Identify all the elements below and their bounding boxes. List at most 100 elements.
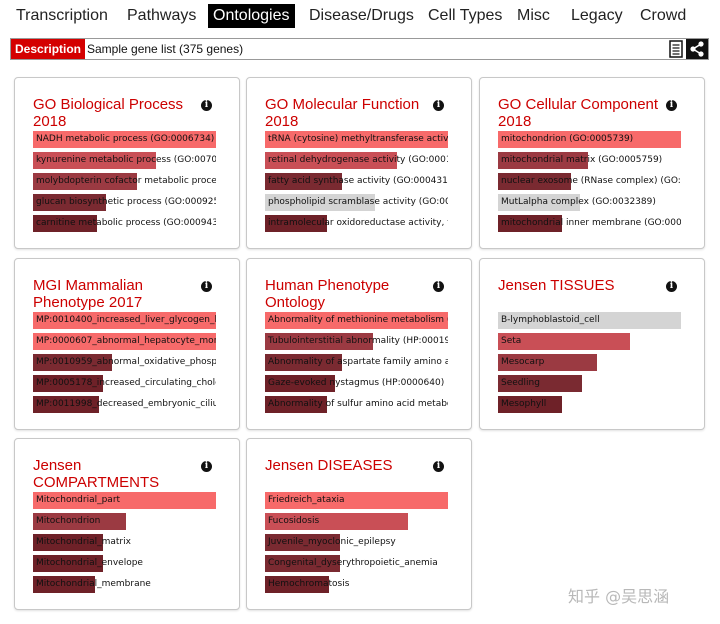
bar-fill (33, 173, 137, 190)
result-bar[interactable]: MP:0005178_increased_circulating_cholest… (33, 375, 216, 392)
term-label: retinal dehydrogenase activity (GO:00017… (268, 155, 448, 165)
term-label: MP:0011998_decreased_embryonic_cilium_l (36, 399, 216, 409)
term-label: Abnormality of methionine metabolism (HP… (268, 315, 448, 325)
library-title[interactable]: Jensen TISSUES (498, 277, 615, 294)
term-label: Abnormality of aspartate family amino ac… (268, 357, 448, 367)
term-label: mitochondrial matrix (GO:0005759) (501, 155, 663, 165)
term-label: nuclear exosome (RNase complex) (GO:0000 (501, 176, 681, 186)
nav-item-legacy[interactable]: Legacy (571, 7, 623, 24)
bar-fill (498, 333, 630, 350)
library-title[interactable]: GO Biological Process 2018 (33, 96, 184, 130)
library-title[interactable]: Jensen DISEASES (265, 457, 393, 474)
info-icon[interactable]: i (433, 461, 444, 472)
bar-fill (33, 312, 216, 329)
bar-fill (265, 131, 448, 148)
result-bar[interactable]: Mitochondrial_membrane (33, 576, 216, 593)
nav-item-cell-types[interactable]: Cell Types (428, 7, 503, 24)
term-label: MutLalpha complex (GO:0032389) (501, 197, 656, 207)
result-bar[interactable]: Friedreich_ataxia (265, 492, 448, 509)
result-bar[interactable]: Mitochondrial_envelope (33, 555, 216, 572)
nav-item-disease-drugs[interactable]: Disease/Drugs (309, 7, 414, 24)
enrichment-card-7: Jensen DISEASES i Friedreich_ataxia Fucos… (246, 438, 472, 610)
bar-fill (265, 492, 448, 509)
nav-item-transcription[interactable]: Transcription (16, 7, 108, 24)
term-label: Mitochondrial_matrix (36, 537, 131, 547)
result-bar[interactable]: MP:0010400_increased_liver_glycogen_leve… (33, 312, 216, 329)
term-label: Tubulointerstitial abnormality (HP:00019… (268, 336, 448, 346)
result-bar[interactable]: nuclear exosome (RNase complex) (GO:0000 (498, 173, 681, 190)
result-bar[interactable]: kynurenine metabolic process (GO:0070189… (33, 152, 216, 169)
result-bar[interactable]: Gaze-evoked nystagmus (HP:0000640) (265, 375, 448, 392)
result-bar[interactable]: Juvenile_myoclonic_epilepsy (265, 534, 448, 551)
bar-fill (498, 312, 681, 329)
result-bar[interactable]: intramolecular oxidoreductase activity, … (265, 215, 448, 232)
bar-fill (265, 333, 373, 350)
enrichment-card-4: Human Phenotype Ontology i Abnormality o… (246, 258, 472, 430)
document-icon[interactable] (668, 40, 684, 58)
info-icon[interactable]: i (666, 281, 677, 292)
library-title[interactable]: GO Cellular Component 2018 (498, 96, 659, 130)
result-bar[interactable]: fatty acid synthase activity (GO:0004312… (265, 173, 448, 190)
result-bar[interactable]: glucan biosynthetic process (GO:0009250) (33, 194, 216, 211)
bar-fill (33, 396, 99, 413)
result-bar[interactable]: MP:0011998_decreased_embryonic_cilium_l (33, 396, 216, 413)
result-bar[interactable]: Tubulointerstitial abnormality (HP:00019… (265, 333, 448, 350)
result-bar[interactable]: mitochondrion (GO:0005739) (498, 131, 681, 148)
result-bar[interactable]: Abnormality of methionine metabolism (HP… (265, 312, 448, 329)
result-bar[interactable]: carnitine metabolic process (GO:0009437) (33, 215, 216, 232)
term-label: Abnormality of sulfur amino acid metabol… (268, 399, 448, 409)
result-bar[interactable]: retinal dehydrogenase activity (GO:00017… (265, 152, 448, 169)
result-bar[interactable]: NADH metabolic process (GO:0006734) (33, 131, 216, 148)
term-label: Mitochondrion (36, 516, 101, 526)
bar-fill (33, 576, 95, 593)
result-bar[interactable]: Mesocarp (498, 354, 681, 371)
result-bar[interactable]: MP:0010959_abnormal_oxidative_phosphor (33, 354, 216, 371)
result-bar[interactable]: molybdopterin cofactor metabolic process… (33, 173, 216, 190)
term-label: NADH metabolic process (GO:0006734) (36, 134, 215, 144)
result-bar[interactable]: Abnormality of aspartate family amino ac… (265, 354, 448, 371)
nav-item-ontologies[interactable]: Ontologies (208, 4, 295, 28)
bar-fill (33, 215, 97, 232)
result-bar[interactable]: MP:0000607_abnormal_hepatocyte_morpho (33, 333, 216, 350)
library-title[interactable]: GO Molecular Function 2018 (265, 96, 420, 130)
bar-fill (265, 555, 340, 572)
result-bar[interactable]: B-lymphoblastoid_cell (498, 312, 681, 329)
bar-fill (33, 375, 103, 392)
result-bar[interactable]: Congenital_dyserythropoietic_anemia (265, 555, 448, 572)
result-bar[interactable]: mitochondrial inner membrane (GO:000574 (498, 215, 681, 232)
result-bar[interactable]: Abnormality of sulfur amino acid metabol… (265, 396, 448, 413)
info-icon[interactable]: i (666, 100, 677, 111)
share-icon[interactable] (686, 39, 708, 59)
info-icon[interactable]: i (433, 100, 444, 111)
nav-item-pathways[interactable]: Pathways (127, 7, 197, 24)
enrichment-card-6: Jensen COMPARTMENTS i Mitochondrial_part… (14, 438, 240, 610)
result-bar[interactable]: Mesophyll (498, 396, 681, 413)
bar-fill (498, 375, 582, 392)
result-bar[interactable]: Mitochondrion (33, 513, 216, 530)
bar-fill (265, 576, 329, 593)
term-label: phospholipid scramblase activity (GO:001… (268, 197, 448, 207)
bar-fill (265, 354, 342, 371)
term-label: glucan biosynthetic process (GO:0009250) (36, 197, 216, 207)
info-icon[interactable]: i (433, 281, 444, 292)
info-icon[interactable]: i (201, 281, 212, 292)
result-bar[interactable]: Seedling (498, 375, 681, 392)
info-icon[interactable]: i (201, 461, 212, 472)
library-title[interactable]: Jensen COMPARTMENTS (33, 457, 160, 491)
result-bar[interactable]: mitochondrial matrix (GO:0005759) (498, 152, 681, 169)
result-bar[interactable]: phospholipid scramblase activity (GO:001… (265, 194, 448, 211)
result-bar[interactable]: tRNA (cytosine) methyltransferase activi… (265, 131, 448, 148)
library-title[interactable]: MGI Mammalian Phenotype 2017 (33, 277, 144, 311)
info-icon[interactable]: i (201, 100, 212, 111)
library-title[interactable]: Human Phenotype Ontology (265, 277, 390, 311)
result-bar[interactable]: Fucosidosis (265, 513, 448, 530)
result-bar[interactable]: Mitochondrial_part (33, 492, 216, 509)
top-navigation: Transcription Pathways Ontologies Diseas… (10, 4, 710, 28)
result-bar[interactable]: MutLalpha complex (GO:0032389) (498, 194, 681, 211)
term-label: intramolecular oxidoreductase activity, … (268, 218, 448, 228)
result-bar[interactable]: Hemochromatosis (265, 576, 448, 593)
result-bar[interactable]: Mitochondrial_matrix (33, 534, 216, 551)
nav-item-crowd[interactable]: Crowd (640, 7, 687, 24)
result-bar[interactable]: Seta (498, 333, 681, 350)
nav-item-misc[interactable]: Misc (517, 7, 550, 24)
